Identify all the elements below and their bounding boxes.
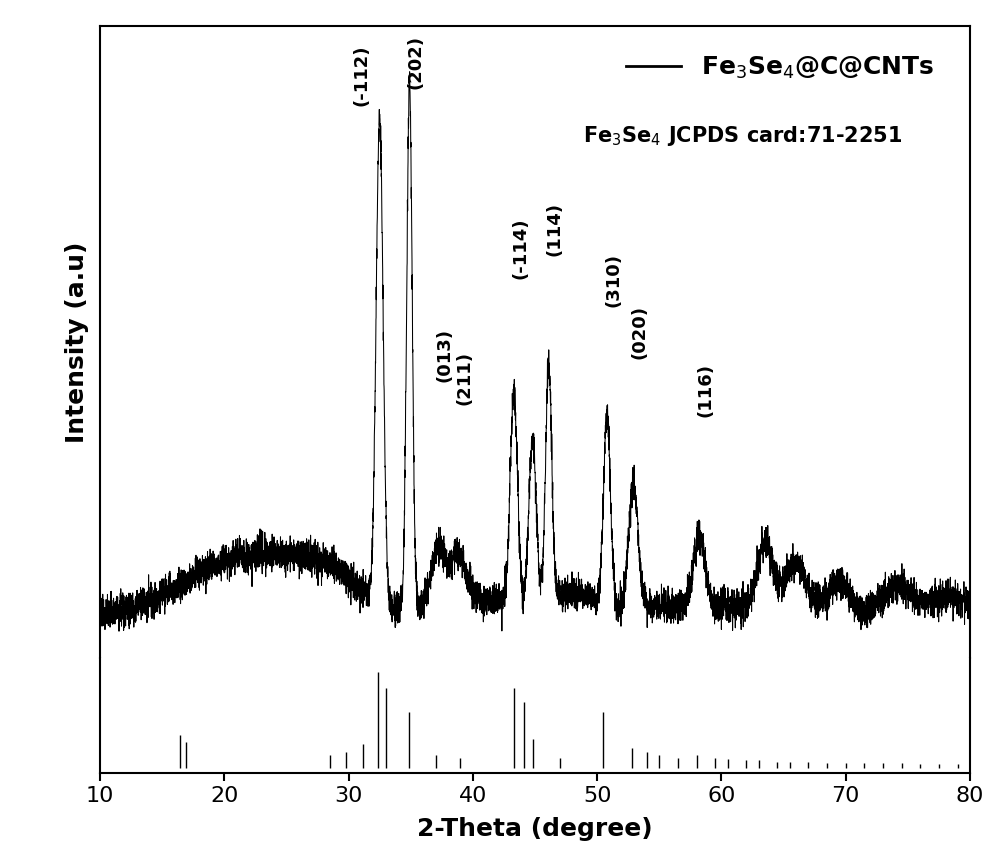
Text: (116): (116): [696, 362, 714, 417]
Y-axis label: Intensity (a.u): Intensity (a.u): [65, 241, 89, 442]
Text: (-114): (-114): [511, 217, 529, 278]
Text: (013): (013): [435, 328, 453, 382]
Text: (020): (020): [630, 305, 648, 359]
Text: (211): (211): [455, 351, 473, 405]
Text: Fe$_3$Se$_4$ JCPDS card:71-2251: Fe$_3$Se$_4$ JCPDS card:71-2251: [583, 124, 902, 148]
Text: (202): (202): [407, 35, 425, 89]
Legend: Fe$_3$Se$_4$@C@CNTs: Fe$_3$Se$_4$@C@CNTs: [616, 45, 944, 91]
Text: (114): (114): [546, 202, 564, 256]
X-axis label: 2-Theta (degree): 2-Theta (degree): [417, 818, 653, 842]
Text: (-112): (-112): [352, 45, 370, 107]
Text: (310): (310): [604, 253, 622, 308]
